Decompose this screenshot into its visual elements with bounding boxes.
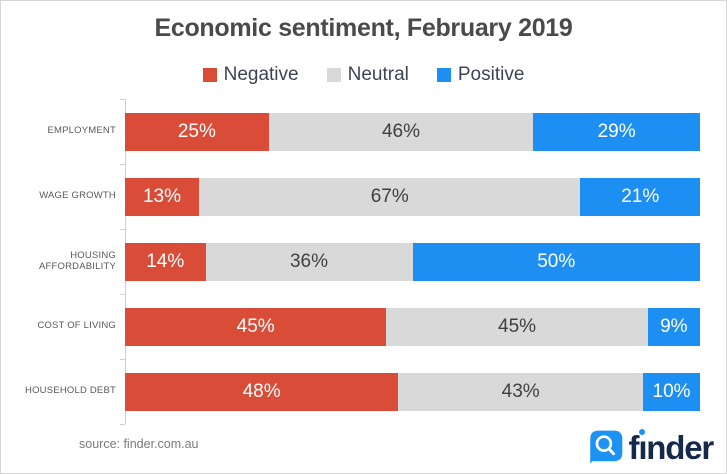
bar-segment-positive: 50%	[412, 242, 700, 281]
axis-tick	[120, 359, 125, 360]
wordmark-rest: nder	[646, 428, 714, 466]
logo-bubble-shape	[589, 430, 622, 464]
bar-segment-neutral: 43%	[398, 372, 644, 411]
legend-item-negative: Negative	[202, 64, 299, 86]
bar-segment-neutral: 67%	[199, 177, 581, 216]
segment-value-label: 25%	[177, 120, 216, 142]
stacked-bar: 14% 36% 50%	[125, 242, 700, 281]
segment-value-label: 46%	[381, 120, 421, 142]
stacked-bar: 25% 46% 29%	[125, 112, 700, 151]
segment-value-label: 21%	[621, 185, 660, 207]
stacked-bar: 13% 67% 21%	[125, 177, 700, 216]
segment-value-label: 43%	[501, 380, 540, 402]
segment-value-label: 67%	[370, 185, 409, 207]
category-label: COST OF LIVING	[37, 320, 116, 332]
bar-row: EMPLOYMENT 25% 46% 29%	[1, 99, 726, 164]
stacked-bar: 45% 45% 9%	[125, 307, 700, 346]
segment-value-label: 10%	[652, 380, 691, 402]
axis-tick	[120, 424, 125, 425]
bar-chart: EMPLOYMENT 25% 46% 29% WAGE GROWTH 13% 67% 21% H…	[1, 99, 726, 425]
bar-segment-neutral: 46%	[268, 112, 534, 151]
bar-row: WAGE GROWTH 13% 67% 21%	[1, 164, 726, 229]
magnifier-handle	[606, 447, 615, 456]
axis-tick	[120, 294, 125, 295]
bar-segment-positive: 29%	[533, 112, 700, 151]
chart-title: Economic sentiment, February 2019	[154, 14, 573, 42]
axis-tick	[120, 229, 125, 230]
bar-segment-negative: 45%	[125, 307, 387, 346]
bar-row: COST OF LIVING 45% 45% 9%	[1, 294, 726, 359]
segment-value-label: 48%	[242, 380, 281, 402]
legend-item-positive: Positive	[436, 64, 525, 86]
finder-magnifier-icon	[589, 430, 622, 464]
legend: Negative Neutral Positive	[1, 64, 726, 86]
bar-segment-positive: 10%	[643, 372, 700, 411]
bar-segment-negative: 48%	[125, 372, 399, 411]
finder-logo: fınder	[586, 427, 715, 467]
stacked-bar: 48% 43% 10%	[125, 372, 700, 411]
magnifier-lens	[595, 435, 612, 452]
axis-tick	[120, 164, 125, 165]
bar-segment-negative: 13%	[125, 177, 200, 216]
bar-segment-positive: 21%	[580, 177, 700, 216]
legend-swatch	[202, 68, 217, 82]
bar-segment-neutral: 45%	[386, 307, 648, 346]
category-label: HOUSING AFFORDABILITY	[38, 249, 116, 272]
bar-segment-neutral: 36%	[205, 242, 413, 281]
category-label: EMPLOYMENT	[47, 125, 116, 137]
legend-item-neutral: Neutral	[326, 64, 409, 86]
segment-value-label: 50%	[537, 250, 576, 272]
wordmark-f: f	[628, 428, 640, 466]
legend-label: Negative	[223, 64, 299, 85]
bar-row: HOUSEHOLD DEBT 48% 43% 10%	[1, 359, 726, 424]
segment-value-label: 9%	[660, 315, 688, 337]
finder-wordmark: fınder	[628, 428, 715, 466]
bar-row: HOUSING AFFORDABILITY 14% 36% 50%	[1, 229, 726, 294]
category-label: HOUSEHOLD DEBT	[25, 385, 116, 397]
segment-value-label: 29%	[597, 120, 636, 142]
bar-segment-negative: 25%	[125, 112, 269, 151]
axis-tick	[120, 99, 125, 100]
legend-swatch	[326, 68, 341, 82]
segment-value-label: 45%	[498, 315, 537, 337]
category-label: WAGE GROWTH	[39, 190, 116, 202]
segment-value-label: 36%	[289, 250, 329, 272]
segment-value-label: 45%	[236, 315, 275, 337]
wordmark-i: ı	[638, 428, 647, 466]
legend-label: Neutral	[347, 64, 409, 85]
source-label: source: finder.com.au	[79, 437, 199, 451]
legend-label: Positive	[457, 64, 525, 85]
legend-swatch	[436, 68, 451, 82]
segment-value-label: 13%	[142, 185, 182, 207]
bar-segment-negative: 14%	[125, 242, 206, 281]
bar-segment-positive: 9%	[647, 307, 700, 346]
bar-rows: EMPLOYMENT 25% 46% 29% WAGE GROWTH 13% 67% 21% H…	[1, 99, 726, 424]
segment-value-label: 14%	[146, 250, 185, 272]
